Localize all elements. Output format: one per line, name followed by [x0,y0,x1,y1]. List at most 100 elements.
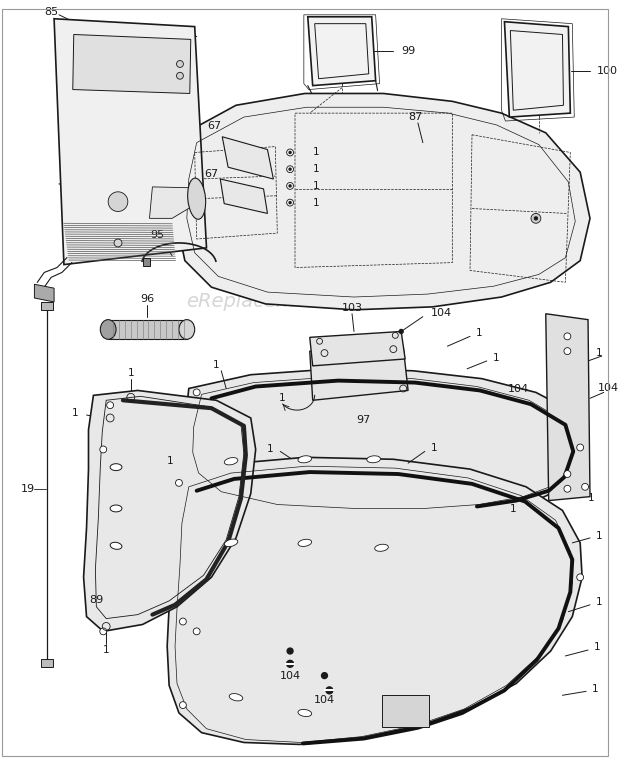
Circle shape [577,444,583,451]
Circle shape [286,660,293,667]
Text: 104: 104 [431,308,452,318]
Ellipse shape [367,456,381,463]
Bar [143,257,151,266]
Circle shape [100,446,107,453]
Polygon shape [505,21,570,117]
Polygon shape [167,458,582,744]
Circle shape [175,480,182,487]
Polygon shape [308,17,376,86]
Ellipse shape [110,505,122,512]
Text: 1: 1 [493,353,499,363]
Ellipse shape [229,694,243,701]
Text: 1: 1 [510,504,516,514]
Circle shape [534,217,538,220]
Text: 1: 1 [476,329,482,338]
Text: 104: 104 [507,384,528,394]
Text: 1: 1 [278,393,285,403]
Text: 67: 67 [205,169,218,179]
Ellipse shape [374,544,388,552]
Circle shape [100,628,107,635]
Text: 87: 87 [408,112,422,122]
Polygon shape [310,346,408,400]
Text: 1: 1 [312,198,319,208]
Polygon shape [73,34,191,93]
Ellipse shape [224,539,238,546]
Ellipse shape [100,319,116,339]
Text: 104: 104 [598,384,619,393]
Text: 103: 103 [342,303,363,312]
Circle shape [179,618,187,625]
Polygon shape [175,93,590,310]
Circle shape [193,628,200,635]
Circle shape [564,333,571,340]
Circle shape [289,168,291,170]
Circle shape [114,465,118,469]
Polygon shape [35,284,54,302]
Polygon shape [54,19,206,264]
Text: 1: 1 [72,408,79,418]
Circle shape [289,185,291,187]
Circle shape [577,574,583,581]
Circle shape [564,471,571,478]
Polygon shape [185,369,586,513]
Circle shape [177,73,184,79]
Circle shape [322,672,327,678]
Text: 1: 1 [596,531,603,541]
Text: 1: 1 [213,360,219,370]
Bar [108,319,187,339]
Text: 19: 19 [20,484,35,494]
Text: 104: 104 [280,671,301,681]
Text: 1: 1 [312,164,319,174]
Polygon shape [149,187,197,219]
Circle shape [564,348,571,354]
Circle shape [582,484,588,490]
Bar [42,302,53,310]
Circle shape [326,687,333,694]
Text: 1: 1 [166,456,173,466]
Circle shape [564,485,571,492]
Text: 95: 95 [150,230,164,240]
Text: 67: 67 [207,121,221,131]
Text: 1: 1 [594,642,601,652]
Circle shape [287,648,293,654]
Ellipse shape [110,542,122,549]
Ellipse shape [298,456,312,463]
Circle shape [399,329,403,333]
Polygon shape [310,332,405,366]
Text: 1: 1 [312,147,319,157]
Circle shape [289,202,291,204]
Polygon shape [84,390,255,631]
Text: 99: 99 [401,46,415,57]
Circle shape [108,192,128,212]
Polygon shape [222,137,273,179]
Ellipse shape [110,464,122,471]
Bar [42,659,53,667]
Text: 1: 1 [103,645,110,655]
Text: 1: 1 [267,445,273,455]
Text: 96: 96 [141,294,154,304]
Ellipse shape [224,458,238,465]
Text: 1: 1 [596,597,603,607]
Ellipse shape [298,710,312,717]
Circle shape [114,544,118,548]
Circle shape [114,239,122,247]
Ellipse shape [298,539,312,546]
Polygon shape [220,179,267,213]
Circle shape [193,389,200,396]
Text: 85: 85 [44,7,58,17]
Text: 1: 1 [596,348,603,358]
FancyBboxPatch shape [381,695,429,727]
Text: 89: 89 [89,595,104,605]
Text: 104: 104 [314,695,335,705]
Circle shape [531,213,541,223]
Circle shape [179,701,187,708]
Circle shape [107,402,113,409]
Text: 1: 1 [312,181,319,191]
Ellipse shape [179,319,195,339]
Text: 1: 1 [431,443,437,454]
Ellipse shape [188,178,206,219]
Circle shape [114,507,118,510]
Text: 1: 1 [592,685,598,694]
Text: 97: 97 [356,415,371,425]
Text: 1: 1 [588,493,595,503]
